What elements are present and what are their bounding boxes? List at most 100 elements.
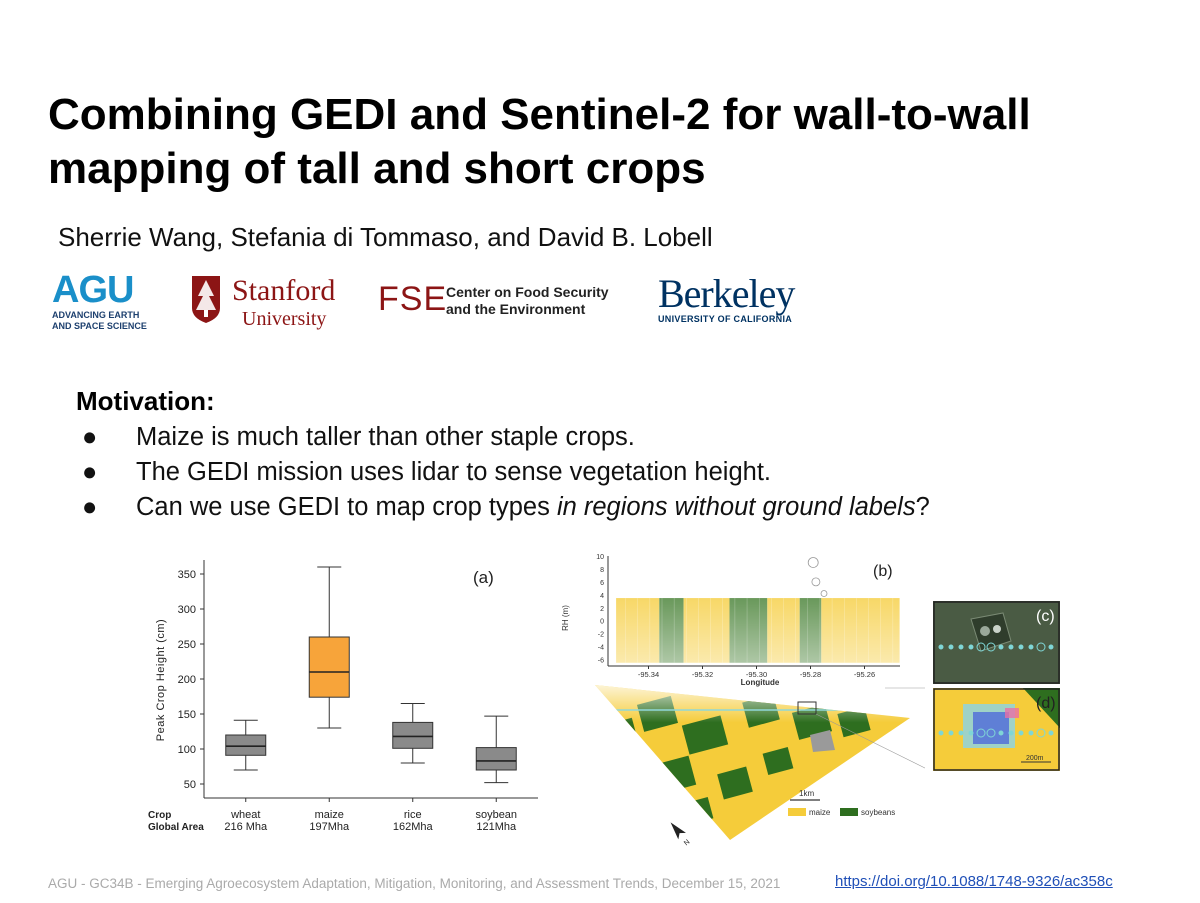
category-label: maize	[315, 809, 344, 821]
scale-label: 1km	[799, 789, 814, 798]
svg-text:N: N	[683, 839, 691, 848]
conference-footer: AGU - GC34B - Emerging Agroecosystem Ada…	[48, 876, 781, 891]
gedi-footprint	[948, 730, 954, 736]
gedi-footprint	[1008, 644, 1014, 650]
area-label: 216 Mha	[224, 821, 268, 833]
y-tick-label: 10	[596, 554, 604, 561]
y-tick-label: 200	[178, 674, 196, 686]
y-tick-label: 0	[600, 619, 604, 626]
author-list: Sherrie Wang, Stefania di Tommaso, and D…	[58, 222, 713, 252]
fade-overlay	[608, 556, 900, 666]
x-tick-label: -95.32	[692, 670, 713, 679]
gedi-footprint	[1028, 730, 1034, 736]
gedi-footprint	[1048, 730, 1054, 736]
crop-type-map: 1km maize soybeans N	[595, 685, 925, 848]
x-tick-label: -95.26	[854, 670, 875, 679]
y-tick-label: 300	[178, 604, 196, 616]
gedi-footprint	[1048, 644, 1054, 650]
slide-title: Combining GEDI and Sentinel-2 for wall-t…	[48, 90, 1031, 193]
fse-logo: FSE Center on Food Security and the Envi…	[378, 280, 609, 318]
y-tick-label: 150	[178, 709, 196, 721]
gedi-footprint	[1018, 644, 1024, 650]
area-label: 197Mha	[309, 821, 350, 833]
gedi-footprint	[998, 644, 1004, 650]
y-tick-label: 350	[178, 569, 196, 581]
box-maize	[308, 636, 350, 698]
bullet-dot: ●	[82, 458, 98, 486]
x-tick-label: -95.34	[638, 670, 659, 679]
category-label: rice	[404, 809, 422, 821]
gedi-footprint	[958, 730, 964, 736]
gedi-footprint	[1036, 642, 1046, 652]
crop-row-label: Crop	[148, 810, 171, 821]
motivation-heading: Motivation:	[76, 386, 215, 416]
box-wheat	[225, 734, 267, 756]
stanford-tree-icon	[192, 276, 220, 323]
gedi-footprint	[1008, 730, 1014, 736]
gedi-footprint	[998, 730, 1004, 736]
gedi-footprint	[968, 730, 974, 736]
logo-row: AGU ADVANCING EARTH AND SPACE SCIENCE St…	[0, 268, 1200, 338]
outlier-point	[807, 557, 819, 568]
panel-label-b: (b)	[873, 563, 893, 580]
box-soybean	[475, 747, 517, 771]
bullet-item: ● The GEDI mission uses lidar to sense v…	[82, 455, 930, 490]
doi-link[interactable]: https://doi.org/10.1088/1748-9326/ac358c	[835, 873, 1113, 890]
panel-label-d: (d)	[1036, 695, 1056, 712]
bullet-item: ● Maize is much taller than other staple…	[82, 420, 930, 455]
gedi-footprint	[986, 642, 996, 652]
category-label: wheat	[230, 809, 260, 821]
y-tick-label: 100	[178, 744, 196, 756]
gedi-footprint	[976, 642, 986, 652]
y-tick-label: -4	[598, 645, 604, 652]
north-arrow-icon: N	[670, 822, 691, 848]
y-tick-label: 250	[178, 639, 196, 651]
x-tick-label: -95.30	[746, 670, 767, 679]
y-axis-label: Peak Crop Height (cm)	[155, 619, 167, 741]
area-label: 121Mha	[476, 821, 517, 833]
stanford-logo: Stanford University	[190, 274, 360, 334]
panel-label-c: (c)	[1036, 608, 1055, 625]
box-rice	[392, 721, 434, 749]
gedi-footprint	[976, 728, 986, 738]
bullet-item: ● Can we use GEDI to map crop types in r…	[82, 490, 930, 525]
bullet-dot: ●	[82, 423, 98, 451]
x-axis-label: Longitude	[741, 678, 780, 687]
y-tick-label: 50	[184, 779, 196, 791]
area-row-label: Global Area	[148, 822, 204, 833]
y-axis-label: RH (m)	[561, 605, 570, 631]
y-tick-label: 8	[600, 567, 604, 574]
berkeley-logo: Berkeley UNIVERSITY OF CALIFORNIA	[658, 271, 795, 325]
legend-swatch-soybeans	[840, 808, 858, 816]
bullet-dot: ●	[82, 493, 98, 521]
panel-label-a: (a)	[473, 568, 494, 587]
gedi-footprint	[958, 644, 964, 650]
area-label: 162Mha	[393, 821, 434, 833]
gedi-footprint	[968, 644, 974, 650]
gedi-footprint	[986, 728, 996, 738]
gedi-footprint	[1028, 644, 1034, 650]
y-tick-label: -6	[598, 658, 604, 665]
motivation-list: ● Maize is much taller than other staple…	[82, 420, 930, 525]
gedi-footprint	[1036, 728, 1046, 738]
classification-inset-d: 200m (d)	[933, 688, 1060, 771]
legend-label-maize: maize	[809, 808, 831, 817]
y-tick-label: 6	[600, 580, 604, 587]
category-label: soybean	[475, 809, 517, 821]
inset-scale-label: 200m	[1026, 755, 1044, 762]
inset-locator	[797, 701, 817, 715]
x-tick-label: -95.28	[800, 670, 821, 679]
legend-swatch-maize	[788, 808, 806, 816]
y-tick-label: 4	[600, 593, 604, 600]
y-tick-label: 2	[600, 606, 604, 613]
gedi-footprint	[938, 730, 944, 736]
y-tick-label: -2	[598, 632, 604, 639]
outlier-point	[820, 590, 828, 597]
gedi-footprint	[1018, 730, 1024, 736]
legend-label-soybeans: soybeans	[861, 808, 895, 817]
agu-logo: AGU ADVANCING EARTH AND SPACE SCIENCE	[52, 269, 147, 331]
satellite-inset-c: (c)	[933, 601, 1060, 684]
gedi-height-profile: -6 -4 -2 0 2 4 6 8 10 -95.34 -95.32 -95.30 -95.28 -95…	[561, 554, 900, 687]
gedi-footprint	[938, 644, 944, 650]
